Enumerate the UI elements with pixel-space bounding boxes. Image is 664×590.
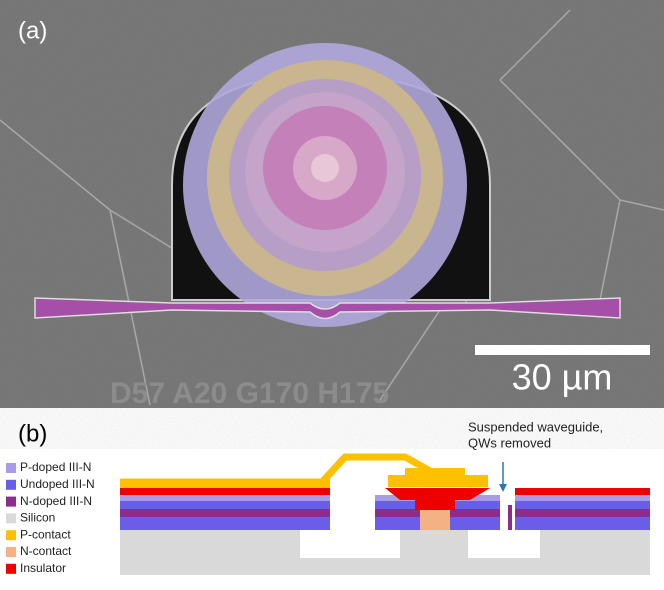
annotation: QWs removed <box>468 435 551 450</box>
legend-swatch <box>6 463 16 473</box>
legend-label: N-contact <box>20 544 72 558</box>
legend-swatch <box>6 563 16 574</box>
legend-label: P-doped III-N <box>20 460 91 474</box>
legend-label: Insulator <box>20 561 66 575</box>
legend-swatch <box>6 530 16 541</box>
legend-swatch <box>6 547 16 557</box>
cross-section <box>120 453 650 575</box>
panel-label: (b) <box>18 420 47 447</box>
legend-swatch <box>6 496 16 507</box>
legend-label: N-doped III-N <box>20 494 92 508</box>
legend-swatch <box>6 479 16 490</box>
legend-label: P-contact <box>20 527 71 541</box>
sem-image: D57 A20 G170 H175 <box>0 0 664 410</box>
legend-label: Silicon <box>20 511 55 525</box>
legend: P-doped III-N Undoped III-N N-doped III-N S… <box>6 460 95 575</box>
legend-label: Undoped III-N <box>20 477 95 491</box>
annotation: Suspended waveguide, <box>468 419 603 434</box>
scale-bar-label: 30 µm <box>512 357 613 398</box>
legend-swatch <box>6 513 16 524</box>
svg-text:D57 A20 G170 H175: D57 A20 G170 H175 <box>110 377 389 410</box>
panel-label: (a) <box>18 17 47 44</box>
